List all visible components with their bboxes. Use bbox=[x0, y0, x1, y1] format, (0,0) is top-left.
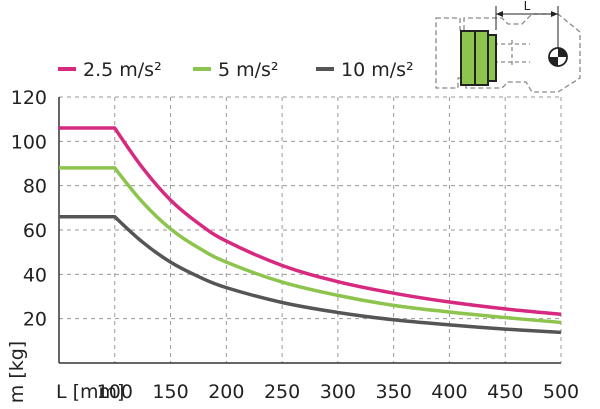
legend-label: 10 m/s² bbox=[341, 59, 414, 81]
dimension-arrow-left bbox=[496, 11, 503, 17]
series-line-2 bbox=[59, 214, 562, 335]
x-tick-label: 450 bbox=[487, 381, 523, 403]
dimension-arrow-right bbox=[551, 11, 558, 17]
x-tick-label: 300 bbox=[320, 381, 356, 403]
jaw-left bbox=[460, 30, 476, 86]
gripper-diagram: L bbox=[435, 0, 581, 93]
legend-label: 2.5 m/s² bbox=[83, 59, 162, 81]
y-tick-label: 100 bbox=[11, 131, 47, 153]
x-axis-label: L [mm] bbox=[56, 381, 124, 403]
gripper-outline bbox=[435, 13, 581, 93]
tick-labels: 100 150 200 250 300 350 400 450 500 20 40 60 80 100 12… bbox=[11, 87, 579, 403]
y-tick-label: 40 bbox=[23, 264, 47, 286]
jaw-middle bbox=[474, 30, 489, 86]
jaw-right bbox=[487, 34, 497, 82]
y-tick-label: 60 bbox=[23, 220, 47, 242]
center-of-gravity-quadrant-2 bbox=[549, 57, 558, 66]
y-tick-label: 80 bbox=[23, 176, 47, 198]
x-tick-label: 200 bbox=[208, 381, 244, 403]
series-line-0 bbox=[59, 126, 562, 316]
x-tick-label: 250 bbox=[264, 381, 300, 403]
grid bbox=[59, 96, 562, 363]
center-of-gravity-quadrant-1 bbox=[558, 48, 567, 57]
legend: 2.5 m/s² 5 m/s² 10 m/s² bbox=[58, 59, 414, 81]
y-axis-label: m [kg] bbox=[6, 341, 28, 403]
x-tick-label: 100 bbox=[97, 381, 133, 403]
y-tick-label: 20 bbox=[23, 309, 47, 331]
x-tick-label: 400 bbox=[431, 381, 467, 403]
x-tick-label: 500 bbox=[543, 381, 579, 403]
y-tick-label: 120 bbox=[11, 87, 47, 109]
axes bbox=[58, 97, 561, 364]
legend-label: 5 m/s² bbox=[218, 59, 279, 81]
x-tick-label: 350 bbox=[376, 381, 412, 403]
series-lines bbox=[59, 126, 562, 335]
gripper-shaft bbox=[494, 40, 530, 66]
x-tick-label: 150 bbox=[152, 381, 188, 403]
series-line-1 bbox=[59, 166, 562, 325]
dimension-label: L bbox=[524, 0, 531, 13]
